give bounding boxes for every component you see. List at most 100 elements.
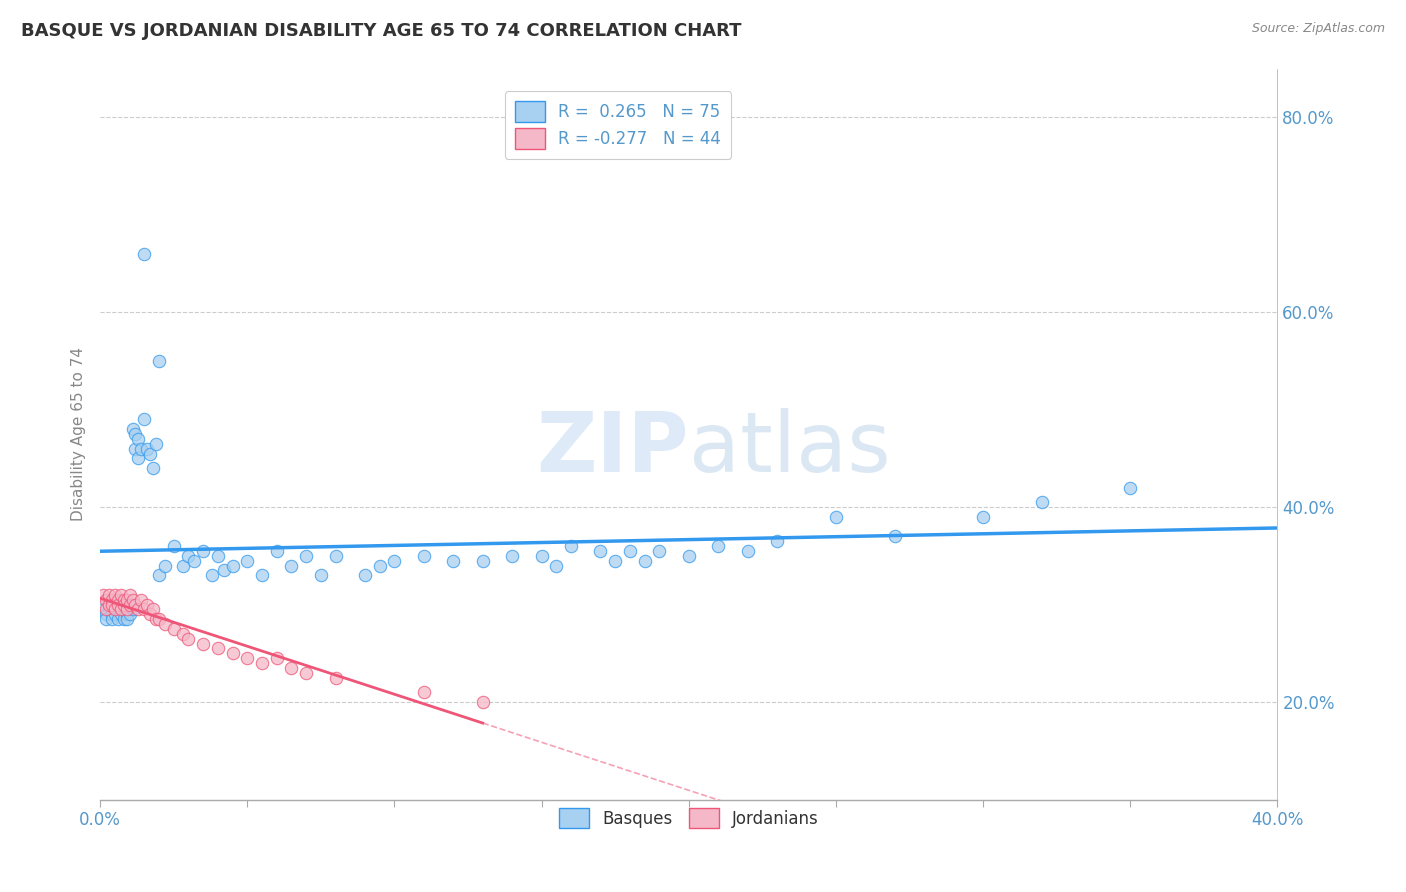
- Point: [412, 685, 434, 699]
- Point: [177, 632, 200, 646]
- Point: [124, 427, 146, 442]
- Y-axis label: Disability Age 65 to 74: Disability Age 65 to 74: [72, 347, 86, 521]
- Legend: Basques, Jordanians: Basques, Jordanians: [553, 801, 825, 835]
- Point: [91, 602, 114, 616]
- Point: [236, 651, 259, 665]
- Point: [118, 607, 141, 622]
- Point: [530, 549, 553, 563]
- Point: [207, 641, 229, 656]
- Point: [648, 544, 671, 558]
- Point: [678, 549, 700, 563]
- Point: [183, 554, 205, 568]
- Point: [412, 549, 434, 563]
- Point: [107, 612, 129, 626]
- Point: [112, 592, 135, 607]
- Point: [94, 607, 117, 622]
- Point: [124, 442, 146, 456]
- Point: [354, 568, 377, 582]
- Point: [163, 622, 186, 636]
- Point: [101, 598, 124, 612]
- Point: [131, 442, 153, 456]
- Point: [560, 539, 582, 553]
- Point: [136, 598, 159, 612]
- Point: [97, 588, 120, 602]
- Point: [266, 651, 288, 665]
- Point: [280, 661, 302, 675]
- Point: [177, 549, 200, 563]
- Point: [236, 554, 259, 568]
- Point: [104, 588, 127, 602]
- Point: [107, 598, 129, 612]
- Point: [250, 568, 273, 582]
- Point: [501, 549, 523, 563]
- Point: [471, 695, 494, 709]
- Point: [295, 549, 318, 563]
- Point: [250, 656, 273, 670]
- Point: [368, 558, 391, 573]
- Point: [127, 451, 149, 466]
- Text: ZIP: ZIP: [536, 409, 689, 489]
- Point: [766, 534, 789, 549]
- Point: [707, 539, 730, 553]
- Point: [163, 539, 186, 553]
- Point: [148, 354, 170, 368]
- Point: [825, 509, 848, 524]
- Text: BASQUE VS JORDANIAN DISABILITY AGE 65 TO 74 CORRELATION CHART: BASQUE VS JORDANIAN DISABILITY AGE 65 TO…: [21, 22, 741, 40]
- Point: [737, 544, 759, 558]
- Point: [110, 607, 132, 622]
- Point: [121, 592, 143, 607]
- Point: [153, 617, 176, 632]
- Point: [115, 602, 138, 616]
- Point: [201, 568, 224, 582]
- Point: [131, 592, 153, 607]
- Point: [121, 602, 143, 616]
- Point: [148, 568, 170, 582]
- Point: [94, 612, 117, 626]
- Point: [145, 436, 167, 450]
- Point: [115, 592, 138, 607]
- Point: [384, 554, 406, 568]
- Point: [101, 592, 124, 607]
- Point: [280, 558, 302, 573]
- Point: [142, 602, 165, 616]
- Point: [191, 544, 214, 558]
- Point: [112, 602, 135, 616]
- Point: [221, 646, 243, 660]
- Point: [91, 588, 114, 602]
- Point: [127, 432, 149, 446]
- Point: [134, 602, 156, 616]
- Point: [110, 588, 132, 602]
- Text: atlas: atlas: [689, 409, 890, 489]
- Point: [471, 554, 494, 568]
- Point: [212, 564, 235, 578]
- Point: [221, 558, 243, 573]
- Point: [115, 607, 138, 622]
- Point: [441, 554, 464, 568]
- Point: [94, 592, 117, 607]
- Point: [139, 446, 162, 460]
- Point: [101, 612, 124, 626]
- Point: [546, 558, 568, 573]
- Point: [112, 598, 135, 612]
- Point: [124, 598, 146, 612]
- Point: [153, 558, 176, 573]
- Point: [325, 671, 347, 685]
- Point: [172, 558, 194, 573]
- Point: [148, 612, 170, 626]
- Point: [142, 461, 165, 475]
- Point: [97, 602, 120, 616]
- Point: [1119, 481, 1142, 495]
- Point: [104, 602, 127, 616]
- Point: [104, 602, 127, 616]
- Point: [1031, 495, 1053, 509]
- Point: [191, 636, 214, 650]
- Point: [619, 544, 641, 558]
- Point: [589, 544, 612, 558]
- Point: [97, 598, 120, 612]
- Point: [136, 442, 159, 456]
- Point: [605, 554, 627, 568]
- Point: [97, 598, 120, 612]
- Point: [172, 627, 194, 641]
- Point: [207, 549, 229, 563]
- Point: [309, 568, 332, 582]
